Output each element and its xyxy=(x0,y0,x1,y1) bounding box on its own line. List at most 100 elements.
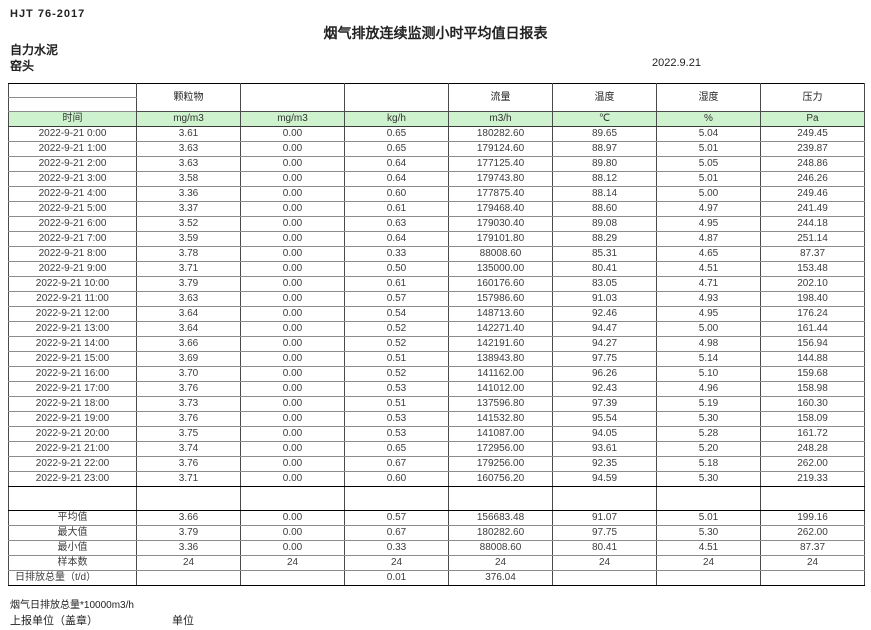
time-cell: 2022-9-21 9:00 xyxy=(8,261,137,277)
value-cell: 0.01 xyxy=(344,570,449,586)
table-row: 2022-9-21 7:00 3.59 0.00 0.64 179101.80 88.29… xyxy=(8,231,865,247)
value-cell: 94.59 xyxy=(552,471,657,487)
value-cell: 157986.60 xyxy=(448,291,553,307)
value-cell: 248.28 xyxy=(760,441,865,457)
value-cell: 0.00 xyxy=(240,156,345,172)
value-cell: 0.00 xyxy=(240,411,345,427)
value-cell: 160.30 xyxy=(760,396,865,412)
table-row: 2022-9-21 16:00 3.70 0.00 0.52 141162.00 96.2… xyxy=(8,366,865,382)
unit-pa: Pa xyxy=(760,111,865,127)
report-title: 烟气排放连续监测小时平均值日报表 xyxy=(323,25,548,41)
value-cell: 144.88 xyxy=(760,351,865,367)
value-cell: 5.30 xyxy=(656,525,761,541)
time-cell: 2022-9-21 0:00 xyxy=(8,126,137,142)
value-cell: 92.35 xyxy=(552,456,657,472)
table-row: 2022-9-21 1:00 3.63 0.00 0.65 179124.60 88.97… xyxy=(8,141,865,157)
value-cell: 0.52 xyxy=(344,366,449,382)
table-row: 平均值 3.66 0.00 0.57 156683.48 91.07 5.01 199.16 xyxy=(8,510,865,526)
value-cell: 141012.00 xyxy=(448,381,553,397)
value-cell: 0.64 xyxy=(344,231,449,247)
table-row: 2022-9-21 22:00 3.76 0.00 0.67 179256.00 92.3… xyxy=(8,456,865,472)
value-cell xyxy=(552,570,657,586)
value-cell: 24 xyxy=(760,555,865,571)
value-cell: 24 xyxy=(136,555,241,571)
value-cell: 0.00 xyxy=(240,171,345,187)
header-corner-cell-bottom xyxy=(8,97,137,112)
value-cell: 88008.60 xyxy=(448,246,553,262)
value-cell: 5.10 xyxy=(656,366,761,382)
time-cell: 2022-9-21 16:00 xyxy=(8,366,137,382)
value-cell: 3.79 xyxy=(136,276,241,292)
value-cell: 88.29 xyxy=(552,231,657,247)
value-cell: 3.74 xyxy=(136,441,241,457)
value-cell: 161.72 xyxy=(760,426,865,442)
value-cell: 180282.60 xyxy=(448,525,553,541)
value-cell: 177125.40 xyxy=(448,156,553,172)
value-cell: 0.61 xyxy=(344,276,449,292)
value-cell: 0.00 xyxy=(240,216,345,232)
value-cell: 4.95 xyxy=(656,216,761,232)
value-cell: 94.27 xyxy=(552,336,657,352)
time-cell: 2022-9-21 21:00 xyxy=(8,441,137,457)
value-cell: 5.00 xyxy=(656,186,761,202)
header-time: 时间 xyxy=(8,111,137,127)
value-cell: 179101.80 xyxy=(448,231,553,247)
value-cell: 0.00 xyxy=(240,366,345,382)
value-cell: 80.41 xyxy=(552,261,657,277)
value-cell: 156683.48 xyxy=(448,510,553,526)
value-cell: 138943.80 xyxy=(448,351,553,367)
value-cell: 0.00 xyxy=(240,261,345,277)
value-cell: 24 xyxy=(552,555,657,571)
value-cell: 262.00 xyxy=(760,525,865,541)
value-cell: 0.00 xyxy=(240,510,345,526)
unit-kgh: kg/h xyxy=(344,111,449,127)
standard-code: HJT 76-2017 xyxy=(10,8,86,20)
summary-label-cell: 最大值 xyxy=(8,525,137,541)
value-cell: 158.98 xyxy=(760,381,865,397)
value-cell: 141162.00 xyxy=(448,366,553,382)
summary-rows: 平均值 3.66 0.00 0.57 156683.48 91.07 5.01 199.16 最… xyxy=(8,510,865,586)
unit-percent: % xyxy=(656,111,761,127)
value-cell: 159.68 xyxy=(760,366,865,382)
value-cell xyxy=(240,570,345,586)
value-cell: 0.00 xyxy=(240,336,345,352)
value-cell: 24 xyxy=(240,555,345,571)
value-cell: 88008.60 xyxy=(448,540,553,556)
table-row: 2022-9-21 14:00 3.66 0.00 0.52 142191.60 94.2… xyxy=(8,336,865,352)
time-cell: 2022-9-21 4:00 xyxy=(8,186,137,202)
summary-label-cell: 样本数 xyxy=(8,555,137,571)
time-cell: 2022-9-21 12:00 xyxy=(8,306,137,322)
value-cell: 160756.20 xyxy=(448,471,553,487)
value-cell: 0.00 xyxy=(240,321,345,337)
value-cell: 179468.40 xyxy=(448,201,553,217)
time-cell: 2022-9-21 6:00 xyxy=(8,216,137,232)
value-cell: 0.00 xyxy=(240,186,345,202)
value-cell: 89.65 xyxy=(552,126,657,142)
summary-label-cell: 最小值 xyxy=(8,540,137,556)
value-cell: 0.00 xyxy=(240,276,345,292)
value-cell: 4.71 xyxy=(656,276,761,292)
time-cell: 2022-9-21 2:00 xyxy=(8,156,137,172)
value-cell: 3.79 xyxy=(136,525,241,541)
value-cell: 249.46 xyxy=(760,186,865,202)
value-cell: 3.52 xyxy=(136,216,241,232)
header-particulate: 颗粒物 xyxy=(136,83,241,112)
unit-m3h: m3/h xyxy=(448,111,553,127)
value-cell: 0.52 xyxy=(344,321,449,337)
value-cell: 158.09 xyxy=(760,411,865,427)
value-cell xyxy=(760,570,865,586)
value-cell: 0.64 xyxy=(344,171,449,187)
spacer-row xyxy=(8,486,865,511)
value-cell: 177875.40 xyxy=(448,186,553,202)
value-cell: 3.71 xyxy=(136,471,241,487)
value-cell: 97.75 xyxy=(552,351,657,367)
value-cell: 0.00 xyxy=(240,231,345,247)
value-cell: 3.58 xyxy=(136,171,241,187)
table-row: 2022-9-21 3:00 3.58 0.00 0.64 179743.80 88.12… xyxy=(8,171,865,187)
value-cell: 89.08 xyxy=(552,216,657,232)
header-flow: 流量 xyxy=(448,83,553,112)
table-row: 2022-9-21 13:00 3.64 0.00 0.52 142271.40 94.4… xyxy=(8,321,865,337)
time-cell: 2022-9-21 23:00 xyxy=(8,471,137,487)
table-row: 2022-9-21 19:00 3.76 0.00 0.53 141532.80 95.5… xyxy=(8,411,865,427)
table-row: 最大值 3.79 0.00 0.67 180282.60 97.75 5.30 262.00 xyxy=(8,525,865,541)
